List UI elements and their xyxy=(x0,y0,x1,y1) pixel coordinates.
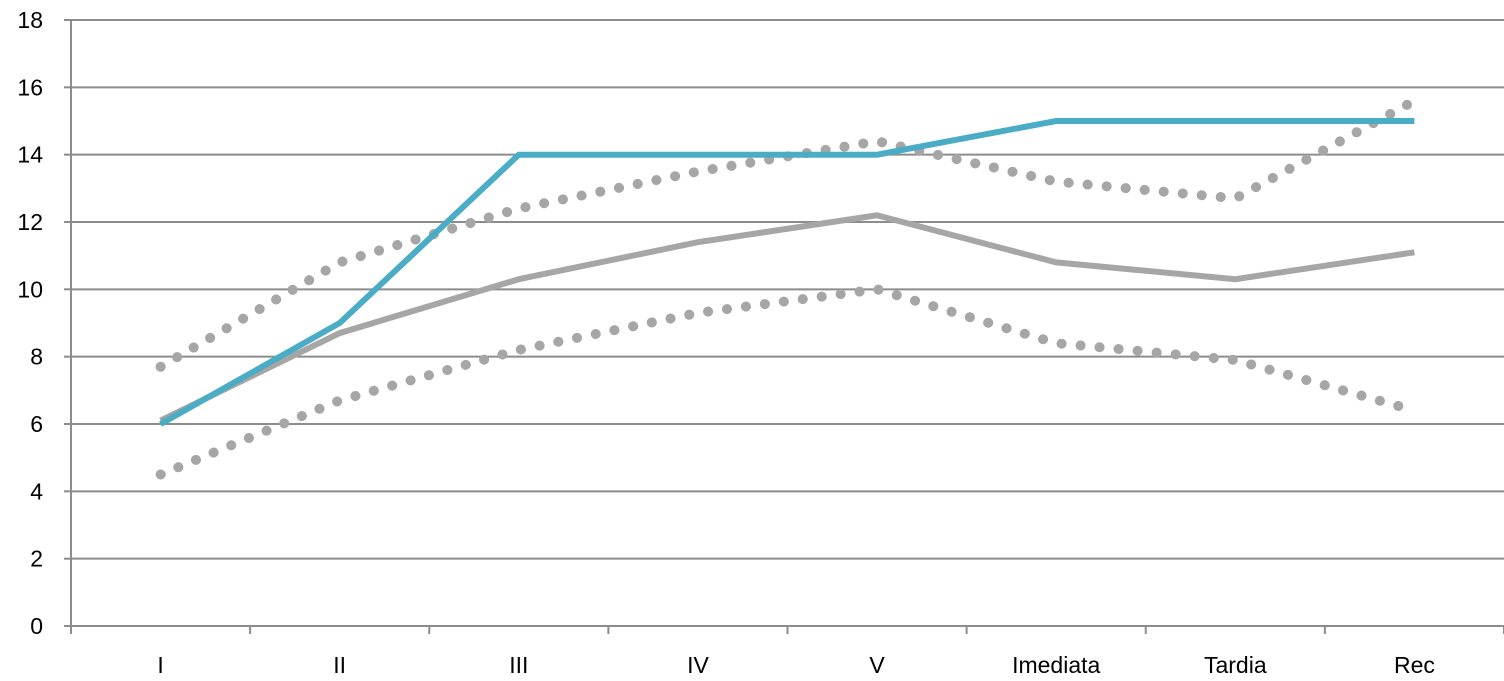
x-tick-label: I xyxy=(157,652,163,678)
y-tick-label: 8 xyxy=(30,344,43,370)
series-2-point xyxy=(1056,181,1057,182)
series-2-line xyxy=(155,95,1420,372)
y-tick-labels: 0 2 4 6 8 10 12 14 16 18 xyxy=(17,7,43,639)
y-tick-label: 2 xyxy=(30,546,43,572)
series-1-line xyxy=(159,212,1415,424)
x-tick-label: IV xyxy=(687,652,709,678)
y-tick-label: 14 xyxy=(17,142,43,168)
y-tick-label: 12 xyxy=(17,209,43,235)
x-tick-label: Tardia xyxy=(1204,652,1267,678)
series-3-line xyxy=(155,284,1420,480)
x-tick-labels: I II III IV V Imediata Tardia Rec xyxy=(157,652,1435,678)
series-2-point xyxy=(518,208,519,209)
x-tick-label: Imediata xyxy=(1012,652,1100,678)
series-3-point xyxy=(1414,410,1415,411)
y-tick-label: 18 xyxy=(17,7,43,33)
x-tick-label: III xyxy=(509,652,528,678)
y-tick-label: 0 xyxy=(30,613,43,639)
y-tick-label: 16 xyxy=(17,74,43,100)
x-tick-label: II xyxy=(333,652,346,678)
x-tick-label: V xyxy=(869,652,885,678)
series-3-point xyxy=(697,312,698,313)
axes xyxy=(64,19,1504,634)
y-tick-label: 6 xyxy=(30,411,43,437)
series-0-line xyxy=(159,118,1415,427)
series-lines xyxy=(155,95,1420,480)
series-2-point xyxy=(1414,100,1415,101)
gridlines xyxy=(71,19,1504,560)
y-tick-label: 4 xyxy=(30,478,43,504)
y-tick-label: 10 xyxy=(17,276,43,302)
x-tick-label: Rec xyxy=(1394,652,1435,678)
